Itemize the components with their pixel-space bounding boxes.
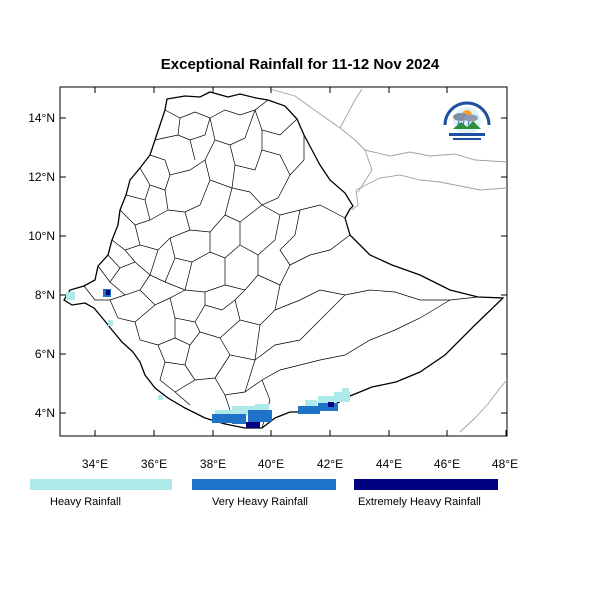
legend-label-extreme: Extremely Heavy Rainfall xyxy=(358,496,481,508)
axis-ticks xyxy=(60,87,507,436)
x-tick-label: 40°E xyxy=(258,457,284,471)
legend-swatch-extreme xyxy=(354,479,498,490)
legend-label-very-heavy: Very Heavy Rainfall xyxy=(212,496,308,508)
country-outline xyxy=(63,91,505,429)
x-tick-label: 46°E xyxy=(434,457,460,471)
y-tick-label: 14°N xyxy=(28,111,55,125)
y-tick-label: 8°N xyxy=(35,288,55,302)
extreme-rainfall-pixels xyxy=(106,290,334,428)
y-tick-label: 6°N xyxy=(35,347,55,361)
x-tick-label: 48°E xyxy=(492,457,518,471)
x-tick-label: 36°E xyxy=(141,457,167,471)
x-tick-label: 44°E xyxy=(376,457,402,471)
y-tick-label: 12°N xyxy=(28,170,55,184)
y-tick-label: 4°N xyxy=(35,406,55,420)
admin-boundaries xyxy=(83,99,479,429)
legend-swatch-very-heavy xyxy=(192,479,336,490)
neighbour-borders xyxy=(269,88,508,433)
legend-swatch-heavy xyxy=(30,479,172,490)
map-title: Exceptional Rainfall for 11-12 Nov 2024 xyxy=(160,56,440,73)
meteorology-agency-logo-icon xyxy=(443,101,491,140)
x-tick-label: 34°E xyxy=(82,457,108,471)
x-tick-label: 38°E xyxy=(200,457,226,471)
y-tick-label: 10°N xyxy=(28,229,55,243)
x-tick-label: 42°E xyxy=(317,457,343,471)
legend-label-heavy: Heavy Rainfall xyxy=(50,496,121,508)
